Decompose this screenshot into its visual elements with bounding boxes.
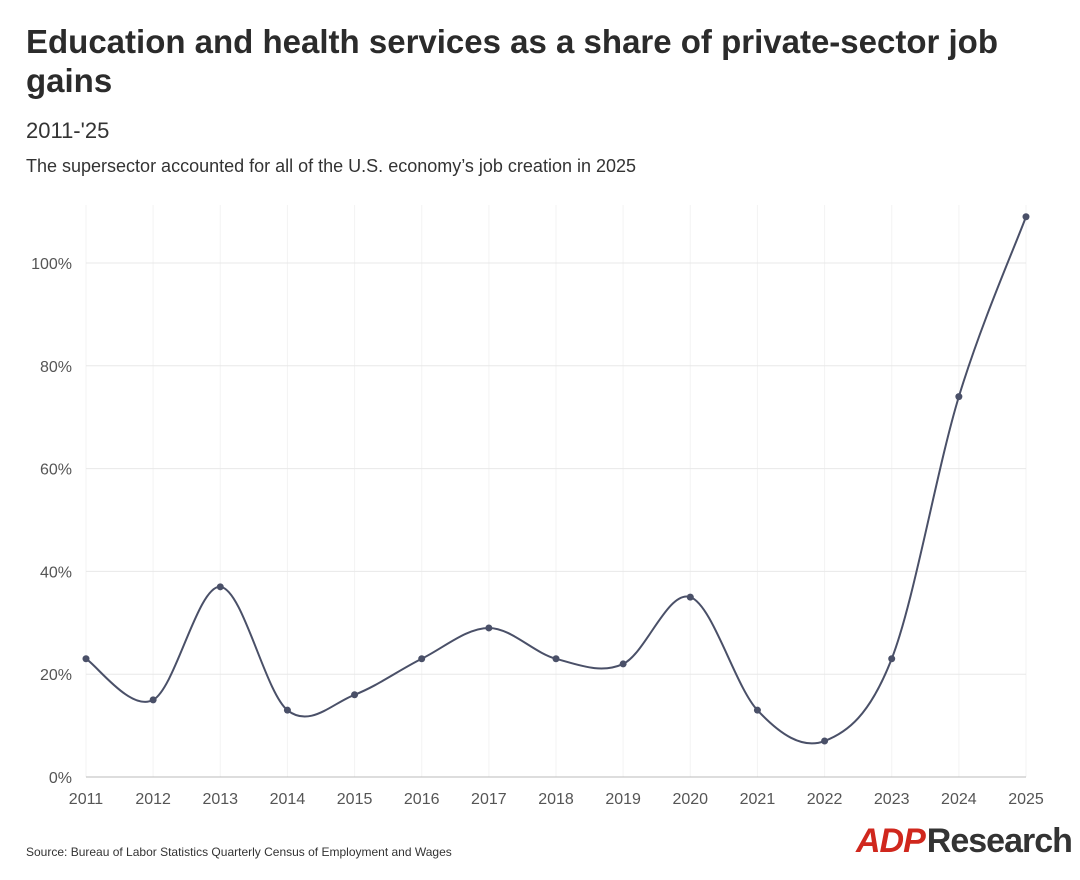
data-point <box>283 706 291 714</box>
data-point <box>149 696 157 704</box>
x-tick-label: 2024 <box>941 791 977 808</box>
x-tick-label: 2016 <box>404 791 440 808</box>
x-tick-label: 2017 <box>471 791 507 808</box>
x-tick-label: 2013 <box>202 791 238 808</box>
x-tick-label: 2018 <box>538 791 574 808</box>
source-note: Source: Bureau of Labor Statistics Quart… <box>26 845 452 859</box>
y-tick-label: 80% <box>40 359 72 376</box>
data-point <box>1022 213 1030 221</box>
logo-text: Research <box>926 822 1073 860</box>
data-point <box>753 706 761 714</box>
adp-research-logo: ADPResearch <box>856 822 1073 861</box>
chart-description: The supersector accounted for all of the… <box>26 156 637 176</box>
data-point <box>216 583 224 591</box>
data-point <box>351 691 359 699</box>
chart-subtitle: 2011-'25 <box>26 118 110 143</box>
x-tick-label: 2011 <box>69 791 104 808</box>
data-point <box>686 593 694 601</box>
chart-title: Education and health services as a share… <box>26 23 999 99</box>
logo-brand: ADP <box>856 822 926 860</box>
x-tick-label: 2019 <box>605 791 641 808</box>
x-tick-label: 2014 <box>270 791 306 808</box>
x-tick-label: 2015 <box>337 791 373 808</box>
series-line <box>85 216 1027 745</box>
x-tick-label: 2023 <box>874 791 910 808</box>
x-tick-label: 2020 <box>672 791 708 808</box>
y-tick-label: 0% <box>49 770 72 787</box>
data-point <box>955 393 963 401</box>
data-point <box>888 655 896 663</box>
x-tick-label: 2022 <box>807 791 843 808</box>
data-point <box>552 655 560 663</box>
x-tick-label: 2021 <box>740 791 776 808</box>
y-tick-label: 20% <box>40 667 72 684</box>
data-point <box>418 655 426 663</box>
y-tick-label: 60% <box>40 462 72 479</box>
x-tick-label: 2012 <box>135 791 171 808</box>
data-point <box>619 660 627 668</box>
data-point <box>485 624 493 632</box>
data-point <box>82 655 90 663</box>
y-tick-label: 40% <box>40 564 72 581</box>
y-tick-label: 100% <box>31 256 72 273</box>
x-tick-label: 2025 <box>1008 791 1044 808</box>
data-point <box>821 737 829 745</box>
